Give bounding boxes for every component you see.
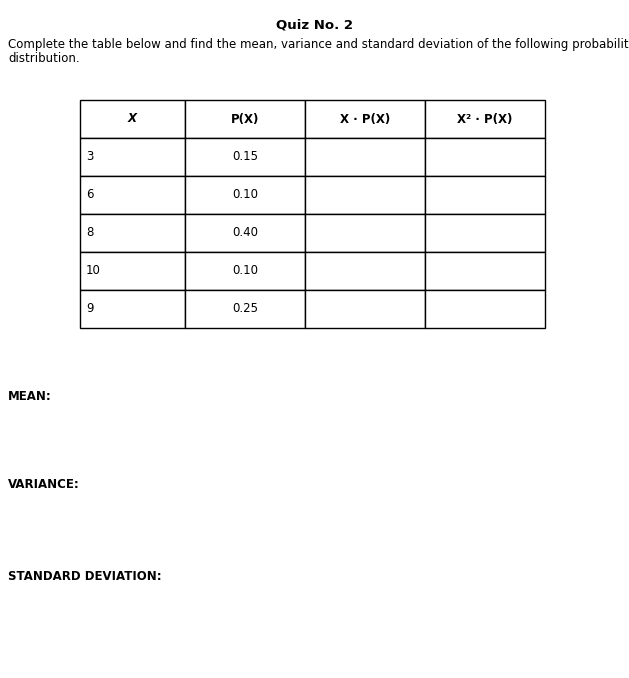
Bar <box>425 138 545 176</box>
Bar <box>305 214 425 252</box>
Bar <box>305 290 425 328</box>
Text: Quiz No. 2: Quiz No. 2 <box>276 18 353 31</box>
Bar <box>185 100 305 138</box>
Bar <box>80 252 185 290</box>
Text: 9: 9 <box>86 302 94 315</box>
Bar <box>305 138 425 176</box>
Text: 0.10: 0.10 <box>232 264 258 277</box>
Bar <box>185 176 305 214</box>
Text: X: X <box>128 113 137 125</box>
Bar <box>305 176 425 214</box>
Bar <box>80 138 185 176</box>
Text: X · P(X): X · P(X) <box>340 113 390 125</box>
Text: 8: 8 <box>86 226 93 239</box>
Bar <box>425 252 545 290</box>
Bar <box>80 214 185 252</box>
Text: STANDARD DEVIATION:: STANDARD DEVIATION: <box>8 570 162 583</box>
Text: distribution.: distribution. <box>8 52 80 65</box>
Text: 0.40: 0.40 <box>232 226 258 239</box>
Text: X² · P(X): X² · P(X) <box>457 113 513 125</box>
Bar <box>425 214 545 252</box>
Text: 3: 3 <box>86 151 93 163</box>
Text: 6: 6 <box>86 188 94 201</box>
Text: VARIANCE:: VARIANCE: <box>8 478 80 491</box>
Bar <box>185 290 305 328</box>
Bar <box>305 100 425 138</box>
Bar <box>80 290 185 328</box>
Bar <box>425 176 545 214</box>
Bar <box>185 214 305 252</box>
Bar <box>425 100 545 138</box>
Bar <box>185 252 305 290</box>
Bar <box>80 176 185 214</box>
Bar <box>185 138 305 176</box>
Text: P(X): P(X) <box>231 113 259 125</box>
Bar <box>305 252 425 290</box>
Text: 0.15: 0.15 <box>232 151 258 163</box>
Bar <box>425 290 545 328</box>
Text: 0.10: 0.10 <box>232 188 258 201</box>
Bar <box>80 100 185 138</box>
Text: 10: 10 <box>86 264 101 277</box>
Text: 0.25: 0.25 <box>232 302 258 315</box>
Text: Complete the table below and find the mean, variance and standard deviation of t: Complete the table below and find the me… <box>8 38 629 51</box>
Text: MEAN:: MEAN: <box>8 390 52 403</box>
